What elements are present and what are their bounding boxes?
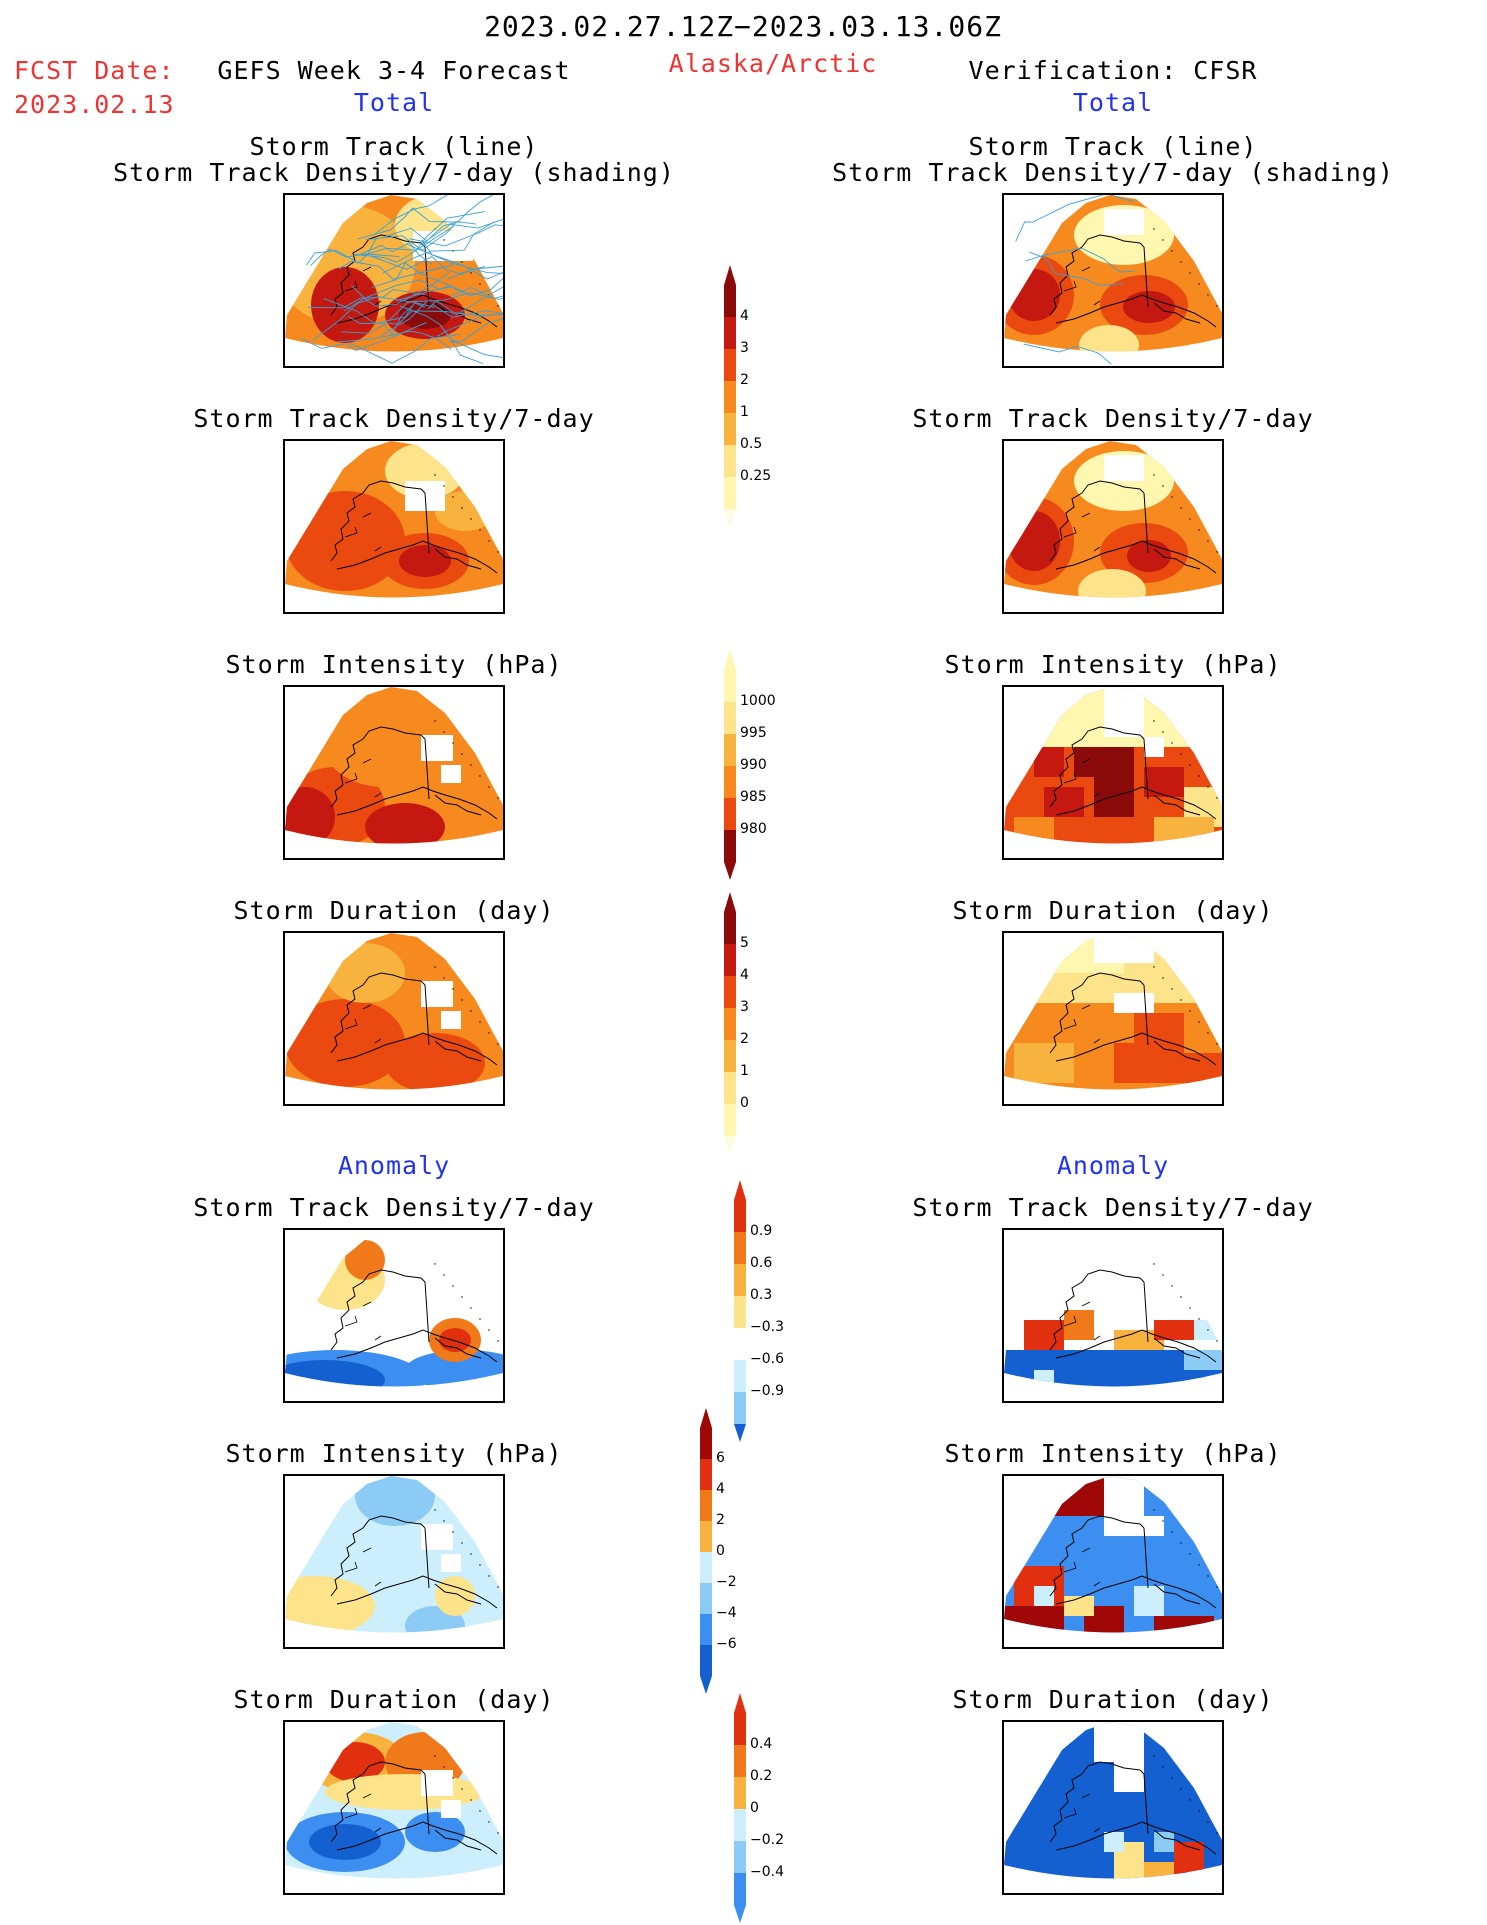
colorbar-tick-label: 0.2 <box>750 1768 773 1784</box>
right-intensity-anom-title: Storm Intensity (hPa) <box>944 1439 1282 1468</box>
colorbar-tick-label: 1 <box>740 404 749 420</box>
map-left-intensity <box>283 685 505 860</box>
colorbar-tick-label: 1000 <box>740 693 776 709</box>
right-track-shading-title: Storm Track Density/7-day (shading) <box>832 158 1394 187</box>
left-duration-title: Storm Duration (day) <box>233 896 555 925</box>
colorbar-tick-label: 5 <box>740 935 749 951</box>
colorbar-tick-label: 0.3 <box>750 1287 773 1303</box>
left-track-shading-title: Storm Track Density/7-day (shading) <box>113 158 675 187</box>
colorbar-tick-label: 6 <box>716 1450 725 1466</box>
colorbar-tick-label: 0.5 <box>740 436 763 452</box>
map-left-track <box>283 193 505 368</box>
left-density-anom-title: Storm Track Density/7-day <box>193 1193 595 1222</box>
map-right-intensity <box>1002 685 1224 860</box>
right-density-anom-title: Storm Track Density/7-day <box>912 1193 1314 1222</box>
right-title: Verification: CFSR <box>968 56 1258 85</box>
colorbar-tick-label: 2 <box>740 372 749 388</box>
colorbar-tick-label: −0.9 <box>750 1383 784 1399</box>
colorbar-tick-label: 980 <box>740 821 767 837</box>
right-duration-title: Storm Duration (day) <box>952 896 1274 925</box>
colorbar-tick-label: −0.3 <box>750 1319 784 1335</box>
map-left-density <box>283 439 505 614</box>
left-anomaly-label: Anomaly <box>337 1151 451 1180</box>
colorbar-tick-label: 995 <box>740 725 767 741</box>
map-left-density-anom <box>283 1228 505 1403</box>
fcst-date-value: 2023.02.13 <box>14 90 175 119</box>
colorbar-tick-label: 985 <box>740 789 767 805</box>
map-left-intensity-anom <box>283 1474 505 1649</box>
colorbar-tick-label: 4 <box>740 967 749 983</box>
right-anomaly-label: Anomaly <box>1056 1151 1170 1180</box>
left-density-title: Storm Track Density/7-day <box>193 404 595 433</box>
colorbar-tick-label: 0.9 <box>750 1223 773 1239</box>
left-track-line-title: Storm Track (line) <box>249 132 539 161</box>
map-left-duration <box>283 931 505 1106</box>
total-left-label: Total <box>353 88 435 117</box>
colorbar-tick-label: 0 <box>740 1095 749 1111</box>
fcst-date-label: FCST Date: <box>14 56 175 85</box>
region-title: Alaska/Arctic <box>668 49 878 78</box>
colorbar-tick-label: −0.2 <box>750 1832 784 1848</box>
map-left-duration-anom <box>283 1720 505 1895</box>
colorbar-tick-label: −0.4 <box>750 1864 784 1880</box>
left-intensity-title: Storm Intensity (hPa) <box>225 650 563 679</box>
colorbar-tick-label: 3 <box>740 340 749 356</box>
map-right-density <box>1002 439 1224 614</box>
colorbar-tick-label: 1 <box>740 1063 749 1079</box>
colorbar-tick-label: 4 <box>740 308 749 324</box>
right-track-line-title: Storm Track (line) <box>968 132 1258 161</box>
colorbar-tick-label: 0.4 <box>750 1736 773 1752</box>
colorbar-tick-label: 2 <box>716 1512 725 1528</box>
map-right-duration-anom <box>1002 1720 1224 1895</box>
colorbar-tick-label: 4 <box>716 1481 725 1497</box>
colorbar-tick-label: 0 <box>716 1543 725 1559</box>
total-right-label: Total <box>1072 88 1154 117</box>
left-title: GEFS Week 3-4 Forecast <box>217 56 571 85</box>
map-right-density-anom <box>1002 1228 1224 1403</box>
colorbar-tick-label: 0.6 <box>750 1255 773 1271</box>
left-duration-anom-title: Storm Duration (day) <box>233 1685 555 1714</box>
period-title: 2023.02.27.12Z−2023.03.13.06Z <box>484 10 1002 43</box>
right-density-title: Storm Track Density/7-day <box>912 404 1314 433</box>
colorbar-tick-label: 3 <box>740 999 749 1015</box>
right-duration-anom-title: Storm Duration (day) <box>952 1685 1274 1714</box>
map-right-track <box>1002 193 1224 368</box>
colorbar-tick-label: 2 <box>740 1031 749 1047</box>
right-intensity-title: Storm Intensity (hPa) <box>944 650 1282 679</box>
map-right-duration <box>1002 931 1224 1106</box>
colorbar-tick-label: −0.6 <box>750 1351 784 1367</box>
colorbar-tick-label: 0.25 <box>740 468 772 484</box>
colorbar-tick-label: −6 <box>716 1636 737 1652</box>
colorbar-tick-label: 990 <box>740 757 767 773</box>
colorbar-tick-label: 0 <box>750 1800 759 1816</box>
colorbar-tick-label: −2 <box>716 1574 737 1590</box>
map-right-intensity-anom <box>1002 1474 1224 1649</box>
colorbar-tick-label: −4 <box>716 1605 737 1621</box>
left-intensity-anom-title: Storm Intensity (hPa) <box>225 1439 563 1468</box>
